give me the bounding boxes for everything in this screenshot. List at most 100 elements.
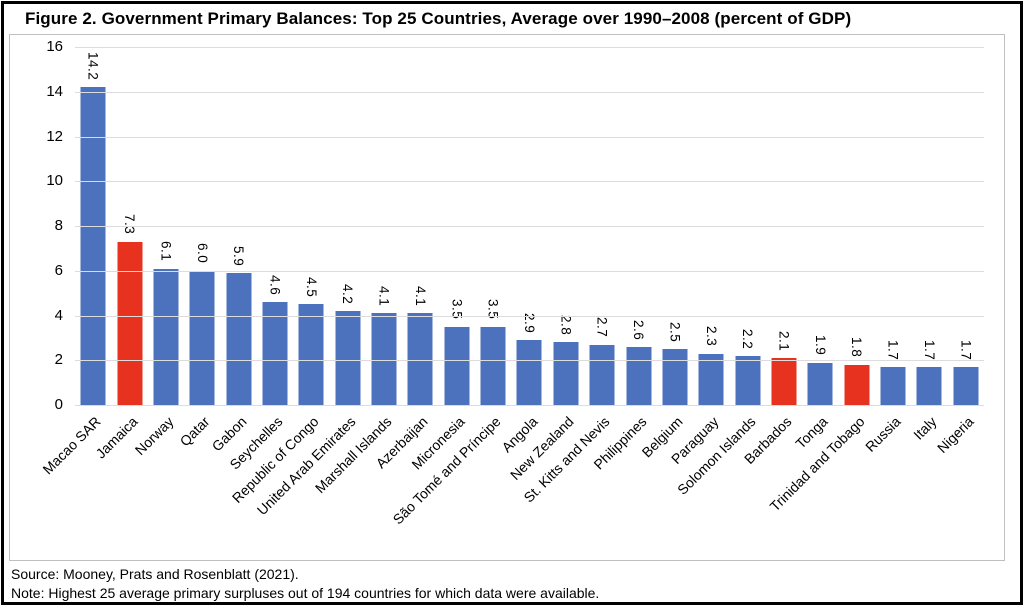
bar-value-label: 1.7 [958, 339, 974, 360]
bar [298, 304, 324, 405]
bar [371, 313, 397, 405]
bar-group: 1.8 Trinidad and Tobago [766, 47, 875, 514]
bar [916, 366, 942, 405]
bar [226, 273, 252, 405]
bar-value-label: 1.9 [812, 335, 828, 356]
bar [480, 326, 506, 405]
bar-value-label: 2.5 [667, 321, 683, 343]
bar-value-label: 5.9 [231, 245, 247, 266]
gridline [75, 47, 984, 48]
bar-value-label: 2.8 [558, 315, 574, 336]
bar-value-label: 6.1 [158, 241, 174, 262]
bar [807, 362, 833, 405]
plot: 14.2 Macao SAR 7.3 Jamaica 6.1 Norway 6.0 Qatar… [40, 47, 984, 527]
bar-group: 2.1 Barbados [741, 47, 802, 467]
bar-group: 5.9 Gabon [208, 47, 256, 454]
bar-group: 4.2 United Arab Emirates [253, 47, 366, 518]
y-tick-label: 4 [54, 306, 63, 324]
bar-value-label: 1.7 [921, 339, 937, 360]
y-tick-label: 0 [54, 396, 63, 413]
y-tick-label: 16 [46, 38, 63, 55]
chart-box: 0 2 4 6 8 10 12 14 16 14.2 Macao SAR 7.3 Jamaica 6.1… [9, 34, 1005, 561]
bar-group: 1.7 Russia [862, 47, 911, 455]
bar-value-label: 6.0 [194, 243, 210, 264]
bar-value-label: 4.2 [340, 283, 356, 305]
bar-value-label: 3.5 [485, 299, 501, 320]
bar-value-label: 2.2 [740, 328, 756, 349]
bar [189, 270, 215, 405]
bar-group: 2.9 Angola [498, 47, 547, 455]
bar [844, 364, 870, 405]
bar [444, 326, 470, 405]
bar-group: 4.1 Azerbaijan [373, 47, 438, 471]
bar-value-label: 4.1 [412, 285, 428, 307]
bar-value-label: 2.3 [703, 326, 719, 347]
bar-group: 1.7 Italy [911, 47, 947, 443]
gridline [75, 315, 984, 317]
source-note: Source: Mooney, Prats and Rosenblatt (20… [11, 566, 299, 582]
bar [407, 313, 433, 405]
y-tick-label: 6 [54, 261, 63, 279]
bar [880, 366, 906, 405]
bar [735, 355, 761, 405]
bar [153, 268, 179, 405]
title-row: Figure 2. Government Primary Balances: T… [4, 4, 1020, 34]
bar [953, 366, 979, 405]
bar-group: 14.2 Macao SAR [40, 47, 111, 477]
bar-group: 4.6 Seychelles [226, 47, 293, 472]
bar-group: 2.7 St. Kitts and Nevis [521, 47, 620, 505]
bar-value-label: 2.7 [594, 317, 610, 338]
bar-value-label: 4.1 [376, 285, 392, 307]
bar-group: 1.7 Nigeria [934, 47, 984, 456]
bar [553, 342, 579, 405]
bar-group: 2.5 Belgium [638, 47, 693, 460]
gridline [75, 136, 984, 138]
bar-value-label: 7.3 [122, 214, 138, 235]
bar-group: 6.0 Qatar [177, 47, 220, 449]
bar [335, 311, 361, 405]
bar-group: 2.8 New Zealand [507, 47, 584, 483]
bar-value-label: 1.8 [849, 337, 865, 358]
bar-value-label: 14.2 [85, 52, 101, 81]
gridline [75, 181, 984, 183]
bar-group: 3.5 Micronesia [408, 47, 475, 472]
bar-group: 1.9 Tonga [793, 47, 838, 452]
bar [80, 87, 106, 405]
data-note: Note: Highest 25 average primary surplus… [11, 585, 600, 601]
gridline [75, 360, 984, 362]
bar [698, 353, 724, 405]
bar-group: 2.2 Solomon Islands [674, 47, 765, 498]
y-tick-label: 2 [54, 351, 63, 369]
bar-group: 7.3 Jamaica [92, 47, 147, 461]
bar [516, 340, 542, 405]
y-tick-label: 8 [54, 217, 63, 234]
bar-value-label: 4.6 [267, 274, 283, 296]
gridline [75, 91, 984, 93]
bar [626, 346, 652, 405]
footer-notes: Source: Mooney, Prats and Rosenblatt (20… [4, 561, 1020, 602]
bar-value-label: 2.1 [776, 330, 792, 352]
chart-title: Figure 2. Government Primary Balances: T… [25, 9, 852, 28]
bar-value-label: 4.5 [303, 277, 319, 298]
bar-group: 2.6 Philippines [590, 47, 656, 472]
bar-value-label: 1.7 [885, 339, 901, 360]
bar-value-label: 2.6 [631, 319, 647, 340]
bar [117, 241, 143, 405]
bars: 14.2 Macao SAR 7.3 Jamaica 6.1 Norway 6.0 Qatar… [40, 47, 984, 527]
bar-group: 4.1 Marshall Islands [312, 47, 402, 496]
gridline [75, 270, 984, 272]
gridline [75, 226, 984, 227]
bar-value-label: 2.9 [521, 312, 537, 334]
bar [262, 302, 288, 405]
gridline [75, 405, 984, 406]
bar [771, 358, 797, 405]
y-tick-label: 10 [46, 172, 63, 190]
bar-group: 6.1 Norway [132, 47, 184, 458]
y-tick-label: 14 [46, 82, 63, 100]
bar-group: 2.3 Paraguay [668, 47, 729, 467]
y-tick-label: 12 [46, 127, 63, 145]
bar [589, 344, 615, 405]
bar-value-label: 3.5 [449, 299, 465, 320]
bar [662, 349, 688, 405]
